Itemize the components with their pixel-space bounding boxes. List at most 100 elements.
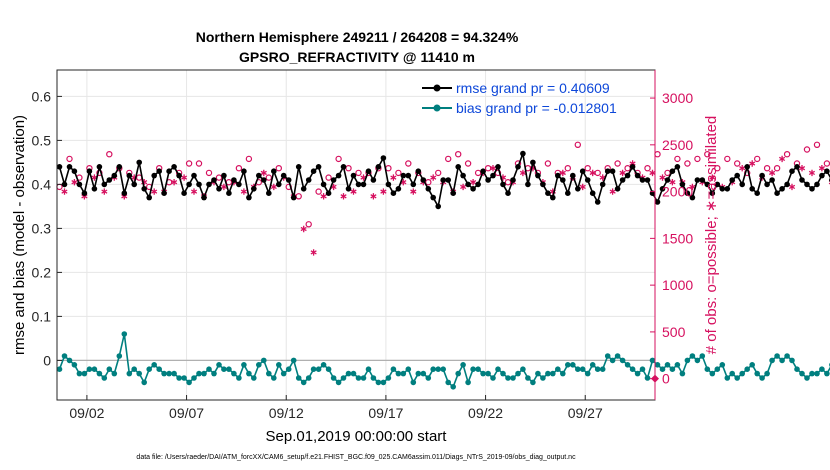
rmse-point — [579, 168, 586, 174]
bias-point — [779, 357, 785, 364]
rmse-point — [769, 177, 775, 183]
y-tick-label: 0.1 — [32, 308, 52, 324]
x-tick-label: 09/07 — [169, 405, 204, 421]
obs-assimilated-point — [220, 183, 228, 191]
rmse-point — [759, 172, 765, 179]
rmse-point — [654, 199, 661, 205]
bias-point — [325, 366, 332, 373]
bias-point — [181, 375, 187, 381]
obs-assimilated-point — [589, 169, 596, 177]
bias-point — [261, 357, 267, 364]
rmse-point — [684, 190, 691, 196]
rmse-point — [81, 190, 88, 196]
bias-point — [136, 370, 142, 377]
rmse-point — [66, 164, 73, 170]
bias-point — [794, 366, 800, 373]
bias-point — [470, 366, 476, 373]
rmse-point — [91, 186, 98, 192]
y-right-tick-label: 0 — [662, 371, 670, 387]
rmse-point — [739, 181, 745, 188]
rmse-point — [375, 164, 382, 170]
obs-possible-point — [245, 155, 253, 163]
bias-point — [789, 357, 795, 364]
bias-point — [221, 366, 227, 373]
bias-point — [490, 375, 496, 381]
rmse-point — [280, 172, 287, 179]
rmse-point — [201, 194, 207, 201]
obs-possible-point — [544, 160, 552, 167]
obs-possible-point — [435, 169, 442, 177]
bias-point — [310, 366, 317, 373]
obs-possible-point — [823, 160, 830, 167]
bias-point — [201, 370, 207, 377]
rmse-point — [131, 181, 137, 188]
rmse-point — [121, 190, 128, 196]
rmse-point — [450, 190, 457, 196]
x-tick-label: 09/12 — [269, 405, 304, 421]
obs-assimilated-point — [310, 249, 317, 256]
rmse-point — [460, 172, 466, 179]
bias-point — [151, 362, 157, 368]
rmse-point — [420, 177, 427, 183]
bias-point — [246, 370, 252, 377]
obs-assimilated-point — [410, 188, 417, 195]
chart-title: Northern Hemisphere 249211 / 264208 = 94… — [196, 29, 519, 45]
bias-point — [430, 366, 437, 373]
y-right-tick-label: 2000 — [662, 184, 693, 200]
obs-assimilated-point — [240, 188, 247, 195]
rmse-point — [794, 164, 800, 170]
bias-point — [161, 370, 167, 377]
bias-point — [171, 370, 177, 377]
bias-point — [614, 353, 621, 359]
bias-point — [86, 366, 93, 373]
rmse-point — [500, 181, 506, 188]
rmse-point — [525, 181, 531, 188]
obs-assimilated-point — [390, 174, 397, 181]
rmse-point — [226, 190, 232, 196]
y-right-tick-label: 1500 — [662, 230, 693, 246]
bias-point — [649, 357, 656, 364]
obs-possible-point — [684, 160, 691, 167]
obs-assimilated-point — [609, 188, 616, 195]
bias-point — [659, 366, 666, 373]
y-right-tick-label: 500 — [662, 324, 686, 340]
bias-point — [355, 375, 362, 381]
data-file-footer: data file: /Users/raeder/DAI/ATM_forcXX/… — [136, 454, 576, 461]
bias-point — [375, 379, 382, 386]
obs-possible-point — [773, 164, 781, 172]
rmse-point — [535, 172, 541, 179]
obs-assimilated-point — [788, 183, 796, 191]
rmse-point — [415, 168, 422, 174]
bias-point — [111, 370, 118, 377]
bias-point — [619, 357, 626, 364]
bias-point — [276, 362, 282, 368]
y-tick-label: 0.5 — [32, 132, 52, 148]
legend-bias-label: bias grand pr = -0.012801 — [456, 100, 617, 116]
rmse-point — [530, 159, 536, 166]
bias-point — [804, 375, 810, 381]
obs-possible-point — [564, 164, 572, 172]
rmse-point — [505, 190, 511, 196]
bias-point — [415, 370, 422, 377]
obs-assimilated-point — [180, 174, 188, 181]
y-axis-right-label: # of obs: o=possible; ∗=assimilated — [703, 116, 720, 355]
rmse-point — [171, 164, 177, 170]
rmse-point — [126, 172, 133, 179]
rmse-point — [350, 172, 357, 179]
rmse-point — [764, 181, 770, 188]
bias-point — [66, 357, 73, 364]
rmse-point — [76, 181, 83, 188]
obs-assimilated-point — [579, 183, 586, 191]
bias-point — [211, 370, 217, 377]
rmse-point — [570, 172, 576, 179]
rmse-point — [614, 186, 621, 192]
bias-point — [819, 366, 825, 373]
bias-point — [584, 370, 591, 377]
obs-possible-point — [265, 174, 272, 181]
bias-point — [141, 379, 147, 386]
bias-point — [729, 370, 735, 377]
bias-point — [116, 353, 123, 359]
y-right-tick-label: 1000 — [662, 277, 693, 293]
rmse-point — [410, 181, 417, 188]
bias-point — [156, 366, 162, 373]
